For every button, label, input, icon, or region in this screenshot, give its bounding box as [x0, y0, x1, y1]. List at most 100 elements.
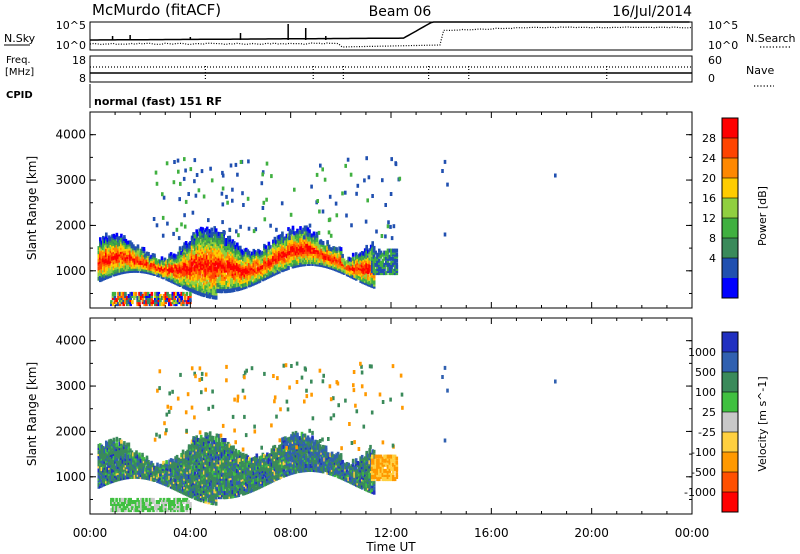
heatmap-cell: [263, 217, 267, 222]
heatmap-cell: [222, 262, 225, 267]
heatmap-cell: [258, 250, 262, 255]
heatmap-cell: [348, 269, 352, 274]
heatmap-cell: [126, 463, 129, 468]
heatmap-cell: [395, 262, 399, 267]
heatmap-cell: [142, 475, 146, 480]
heatmap-cell: [184, 467, 188, 472]
heatmap-cell: [225, 480, 228, 485]
heatmap-cell: [133, 452, 137, 457]
heatmap-cell: [120, 298, 124, 303]
heatmap-cell: [120, 445, 123, 450]
heatmap-cell: [393, 271, 397, 276]
heatmap-cell: [234, 265, 238, 270]
heatmap-cell: [378, 258, 381, 263]
heatmap-cell: [222, 252, 225, 257]
heatmap-cell: [115, 269, 119, 274]
heatmap-cell: [371, 243, 374, 248]
heatmap-cell: [172, 265, 176, 270]
heatmap-cell: [162, 471, 165, 476]
heatmap-cell: [284, 236, 287, 241]
heatmap-cell: [99, 469, 102, 474]
heatmap-cell: [97, 258, 101, 263]
heatmap-cell: [350, 260, 353, 265]
y-tick-label: 3000: [55, 173, 86, 187]
heatmap-cell: [374, 271, 377, 276]
heatmap-cell: [303, 229, 307, 234]
heatmap-cell: [193, 179, 196, 184]
heatmap-cell: [225, 289, 228, 294]
heatmap-cell: [129, 240, 132, 245]
heatmap-cell: [270, 266, 274, 271]
heatmap-cell: [100, 277, 104, 282]
heatmap-cell: [176, 291, 180, 296]
heatmap-cell: [293, 260, 296, 264]
heatmap-cell: [272, 268, 275, 273]
heatmap-cell: [121, 476, 125, 481]
heatmap-cell: [189, 167, 193, 172]
heatmap-cell: [392, 260, 395, 265]
heatmap-cell: [163, 463, 167, 468]
heatmap-cell: [214, 267, 218, 272]
heatmap-cell: [291, 262, 295, 267]
heatmap-cell: [372, 267, 376, 271]
heatmap-cell: [227, 490, 230, 495]
heatmap-cell: [332, 258, 335, 263]
heatmap-cell: [153, 478, 156, 482]
heatmap-cell: [162, 481, 165, 486]
heatmap-cell: [225, 194, 228, 199]
heatmap-cell: [202, 194, 206, 199]
heatmap-cell: [220, 493, 224, 498]
heatmap-cell: [178, 487, 182, 491]
heatmap-cell: [129, 252, 132, 257]
heatmap-cell: [261, 265, 265, 270]
heatmap-cell: [347, 264, 350, 269]
heatmap-cell: [257, 273, 260, 278]
heatmap-cell: [294, 259, 298, 264]
heatmap-cell: [193, 253, 197, 258]
heatmap-cell: [151, 471, 155, 476]
heatmap-cell: [299, 262, 302, 267]
heatmap-cell: [353, 259, 356, 264]
heatmap-cell: [217, 242, 221, 247]
heatmap-cell: [181, 449, 185, 454]
heatmap-cell: [303, 254, 307, 259]
heatmap-cell: [121, 253, 125, 258]
heatmap-cell: [195, 173, 199, 177]
heatmap-cell: [210, 501, 213, 505]
heatmap-cell: [114, 243, 117, 248]
heatmap-cell: [199, 453, 203, 458]
heatmap-cell: [211, 458, 215, 463]
heatmap-cell: [368, 262, 371, 267]
heatmap-cell: [365, 253, 368, 257]
heatmap-cell: [272, 247, 275, 252]
heatmap-cell: [127, 267, 131, 272]
heatmap-cell: [211, 487, 215, 491]
heatmap-cell: [335, 253, 338, 258]
heatmap-cell: [102, 246, 105, 251]
heatmap-cell: [108, 253, 111, 258]
heatmap-cell: [231, 486, 235, 491]
heatmap-cell: [155, 296, 159, 300]
heatmap-cell: [260, 265, 263, 270]
freq-panel-frame: [89, 55, 693, 83]
heatmap-cell: [315, 256, 319, 261]
heatmap-cell: [237, 246, 241, 251]
heatmap-cell: [174, 474, 177, 479]
heatmap-cell: [195, 459, 198, 464]
heatmap-cell: [190, 439, 194, 444]
heatmap-cell: [365, 156, 368, 161]
heatmap-cell: [186, 245, 189, 250]
heatmap-cell: [202, 289, 206, 294]
heatmap-cell: [156, 273, 159, 277]
heatmap-cell: [211, 232, 215, 236]
heatmap-cell: [317, 260, 320, 265]
heatmap-cell: [207, 265, 210, 270]
heatmap-cell: [249, 266, 253, 271]
heatmap-cell: [187, 264, 191, 269]
heatmap-cell: [130, 248, 134, 253]
heatmap-cell: [214, 252, 218, 257]
heatmap-cell: [193, 158, 197, 163]
heatmap-cell: [190, 476, 194, 481]
heatmap-cell: [120, 439, 123, 444]
heatmap-cell: [239, 264, 242, 269]
